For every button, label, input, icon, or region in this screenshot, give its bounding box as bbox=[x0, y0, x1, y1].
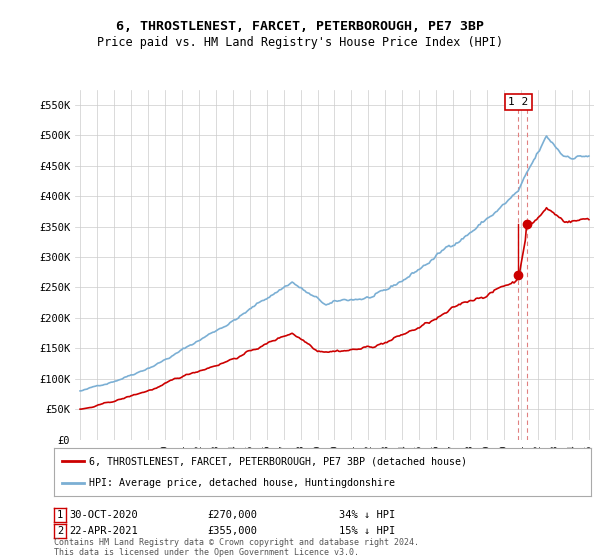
Text: 15% ↓ HPI: 15% ↓ HPI bbox=[339, 526, 395, 535]
Text: Contains HM Land Registry data © Crown copyright and database right 2024.
This d: Contains HM Land Registry data © Crown c… bbox=[54, 538, 419, 557]
Text: £270,000: £270,000 bbox=[207, 510, 257, 520]
Text: 1: 1 bbox=[57, 510, 63, 520]
Text: 6, THROSTLENEST, FARCET, PETERBOROUGH, PE7 3BP: 6, THROSTLENEST, FARCET, PETERBOROUGH, P… bbox=[116, 20, 484, 32]
Text: Price paid vs. HM Land Registry's House Price Index (HPI): Price paid vs. HM Land Registry's House … bbox=[97, 36, 503, 49]
Text: £355,000: £355,000 bbox=[207, 526, 257, 535]
Text: 34% ↓ HPI: 34% ↓ HPI bbox=[339, 510, 395, 520]
Text: 22-APR-2021: 22-APR-2021 bbox=[70, 526, 139, 535]
Text: 1 2: 1 2 bbox=[508, 97, 529, 107]
Text: 30-OCT-2020: 30-OCT-2020 bbox=[70, 510, 139, 520]
Text: 2: 2 bbox=[57, 526, 63, 535]
Text: 6, THROSTLENEST, FARCET, PETERBOROUGH, PE7 3BP (detached house): 6, THROSTLENEST, FARCET, PETERBOROUGH, P… bbox=[89, 456, 467, 466]
Text: HPI: Average price, detached house, Huntingdonshire: HPI: Average price, detached house, Hunt… bbox=[89, 478, 395, 488]
